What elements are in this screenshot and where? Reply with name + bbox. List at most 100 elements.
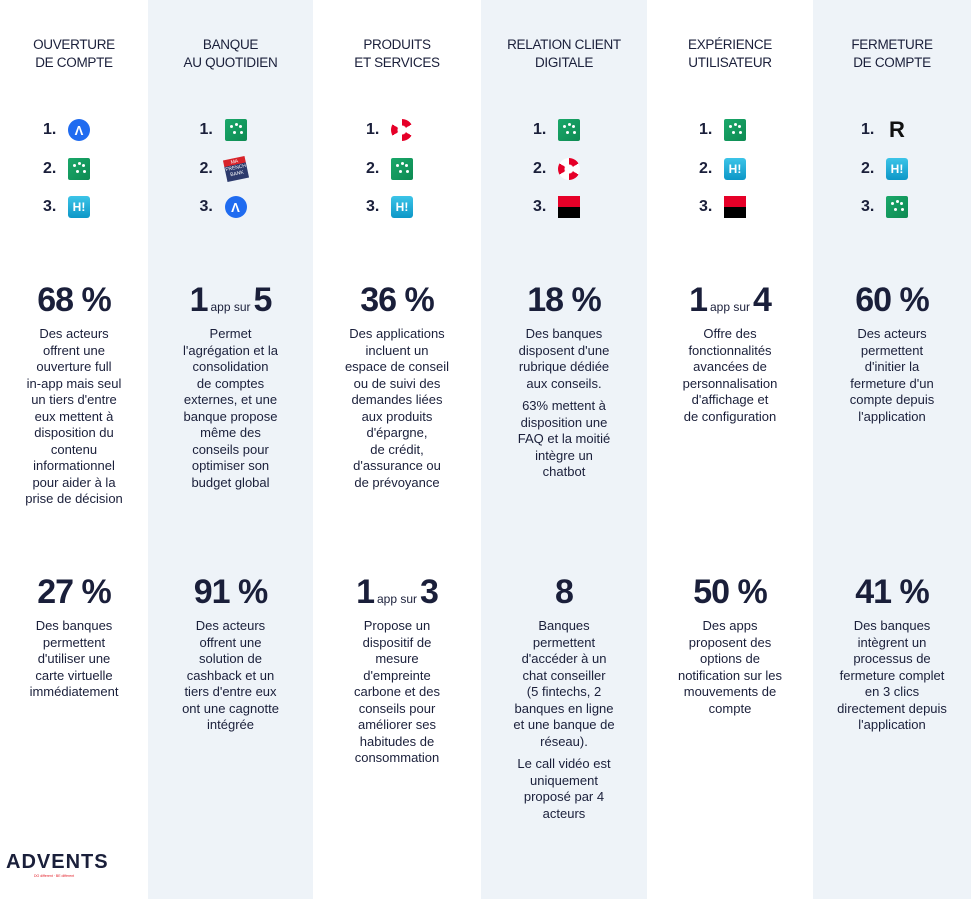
nickel-icon: Λ (224, 196, 247, 218)
stat-primary-value-total: 4 (753, 281, 772, 319)
ranking-item: 2. H! (861, 154, 923, 184)
rank-number: 3. (199, 198, 213, 215)
rank-number: 3. (366, 198, 380, 215)
rank-number: 2. (43, 159, 57, 177)
rank-number: 2. (199, 159, 213, 177)
bnp-paribas-icon (224, 119, 247, 141)
rank-number: 1. (366, 121, 380, 138)
societe-generale-icon (558, 196, 580, 218)
stat-primary-description: Permet l'agrégation et la consolidation … (183, 326, 278, 490)
ranking-list: 1. R 2. H! 3. (861, 115, 923, 231)
stat-secondary-description: Banques permettent d'accéder à un chat c… (513, 618, 615, 749)
stat-primary-value-unit: app sur (210, 300, 251, 314)
rank-number: 2. (533, 159, 547, 177)
stat-secondary-description-secondary: Le call vidéo est uniquement proposé par… (517, 756, 611, 821)
ranking-list: 1. Λ 2. 3. H! (43, 115, 105, 231)
ranking-list: 1. 2. MA FRENCH BANK 3. Λ (200, 115, 262, 231)
ranking-item: 1. Λ (43, 115, 105, 145)
stat-primary-block: 60 % Des acteurs permettent d'initier la … (813, 278, 971, 425)
rank-number: 2. (861, 159, 875, 177)
ranking-item: 3. H! (43, 192, 105, 222)
societe-generale-icon (724, 196, 746, 218)
brand-tagline: DO different · BE different (34, 874, 75, 878)
hello-bank-icon: H! (724, 157, 746, 180)
stat-primary-block: 1 app sur4 Offre des fonctionnalités avanc… (647, 278, 813, 425)
advents-logo: ADVENTS DO different · BE different (6, 852, 124, 878)
hello-bank-icon: H! (886, 157, 908, 180)
rank-number: 1. (699, 121, 713, 138)
revolut-icon: R (889, 117, 905, 142)
stat-secondary-value-count: 1 (356, 573, 375, 611)
stat-secondary-description: Des apps proposent des options de notifi… (677, 618, 783, 716)
stat-primary-value: 36 % (360, 281, 434, 319)
rank-number: 2. (699, 159, 713, 177)
stat-primary-description: Des banques disposent d'une rubrique déd… (518, 326, 610, 391)
bnp-paribas-icon (724, 119, 746, 141)
ranking-item: 2. MA FRENCH BANK (200, 154, 262, 184)
category-column: EXPÉRIENCE UTILISATEUR 1. 2. H! 3. 1 app sur4 O… (647, 0, 813, 899)
category-title: EXPÉRIENCE UTILISATEUR (687, 37, 773, 70)
rank-number: 1. (861, 121, 875, 138)
ranking-list: 1. 2. H! 3. (699, 115, 761, 231)
hello-bank-icon: H! (391, 196, 413, 218)
ranking-item: 3. Λ (200, 192, 262, 222)
stat-secondary-description: Propose un dispositif de mesure d'emprei… (353, 618, 440, 765)
category-column: RELATION CLIENT DIGITALE 1. 2. 3. 18 % Des ba… (481, 0, 647, 899)
ranking-item: 2. H! (699, 154, 761, 184)
stat-secondary-value: 41 % (855, 573, 929, 611)
stat-secondary-block: 27 % Des banques permettent d'utiliser un… (0, 570, 148, 701)
stat-primary-description: Offre des fonctionnalités avancées de pe… (682, 326, 778, 424)
category-column: FERMETURE DE COMPTE 1. R 2. H! 3. 60 % Des acte… (813, 0, 971, 899)
rank-number: 1. (533, 121, 547, 138)
ranking-item: 1. (533, 115, 595, 145)
stat-secondary-description: Des banques permettent d'utiliser une ca… (29, 618, 119, 699)
category-title: OUVERTURE DE COMPTE (33, 37, 115, 70)
bnp-paribas-icon (886, 196, 908, 218)
category-title: BANQUE AU QUOTIDIEN (183, 37, 278, 70)
ranking-item: 2. (43, 154, 105, 184)
ma-french-bank-icon: MA FRENCH BANK (222, 155, 249, 182)
stat-primary-value: 18 % (527, 281, 601, 319)
hello-bank-icon: H! (68, 196, 90, 218)
stat-secondary-value: 1 app sur3 (356, 570, 439, 614)
category-title: RELATION CLIENT DIGITALE (507, 37, 621, 70)
stat-secondary-value: 27 % (37, 573, 111, 611)
stat-secondary-value: 8 (555, 573, 574, 611)
stat-primary-description-secondary: 63% mettent à disposition une FAQ et la … (517, 398, 611, 479)
ranking-item: 1. (699, 115, 761, 145)
stat-primary-value-total: 5 (253, 281, 273, 319)
rank-number: 2. (366, 159, 380, 177)
ranking-item: 3. (533, 192, 595, 222)
credit-agricole-icon (391, 119, 413, 141)
stat-secondary-value: 50 % (693, 573, 767, 611)
category-column: PRODUITS ET SERVICES 1. 2. 3. H! 36 % Des appl… (313, 0, 481, 899)
stat-secondary-value: 91 % (193, 573, 268, 611)
stat-secondary-value-total: 3 (420, 573, 439, 611)
stat-secondary-block: 41 % Des banques intègrent un processus d… (813, 570, 971, 734)
bnp-paribas-icon (558, 119, 580, 141)
rank-number: 1. (43, 121, 57, 138)
ranking-item: 2. (533, 154, 595, 184)
stat-primary-description: Des applications incluent un espace de c… (344, 326, 450, 490)
ranking-item: 1. R (861, 115, 923, 145)
stat-primary-value-count: 1 (189, 281, 209, 319)
bnp-paribas-icon (68, 157, 90, 180)
rank-number: 3. (699, 198, 713, 215)
stat-secondary-block: 1 app sur3 Propose un dispositif de mesure… (313, 570, 481, 767)
brand-name: ADVENTS (6, 851, 109, 873)
stat-primary-value-count: 1 (689, 281, 708, 319)
ranking-item: 2. (366, 154, 428, 184)
stat-secondary-value-unit: app sur (376, 592, 418, 606)
ranking-list: 1. 2. 3. H! (366, 115, 428, 231)
rank-number: 1. (199, 121, 213, 138)
ranking-item: 3. (861, 192, 923, 222)
category-title: PRODUITS ET SERVICES (354, 37, 440, 70)
ranking-item: 3. H! (366, 192, 428, 222)
stat-secondary-description: Des acteurs offrent une solution de cash… (182, 618, 279, 732)
ranking-item: 1. (200, 115, 262, 145)
rank-number: 3. (533, 198, 547, 215)
nickel-icon: Λ (68, 119, 90, 141)
stat-primary-value: 60 % (855, 281, 929, 319)
stat-secondary-block: 50 % Des apps proposent des options de no… (647, 570, 813, 717)
rank-number: 3. (43, 198, 57, 215)
